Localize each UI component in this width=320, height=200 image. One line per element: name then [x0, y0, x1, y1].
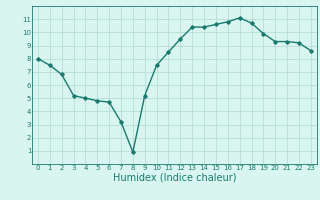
- X-axis label: Humidex (Indice chaleur): Humidex (Indice chaleur): [113, 172, 236, 182]
